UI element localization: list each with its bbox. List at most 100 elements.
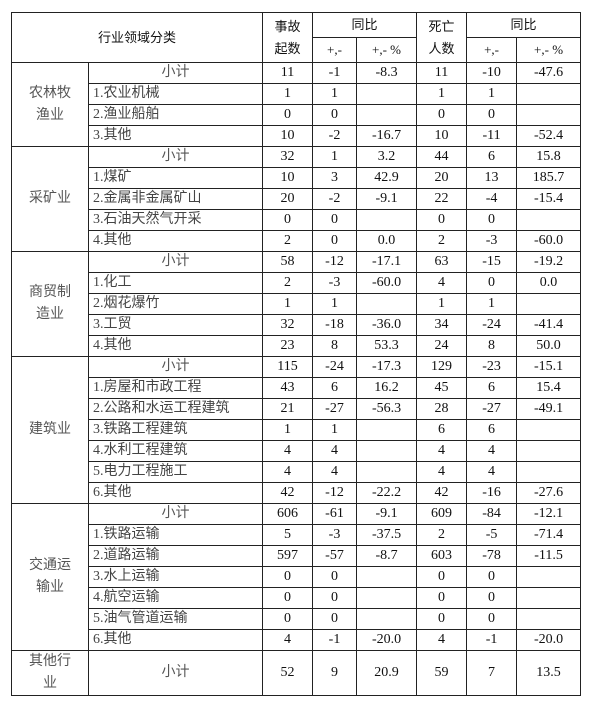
item-name-cell: 2.公路和水运工程建筑 xyxy=(87,398,264,420)
value-cell: -61 xyxy=(312,503,358,525)
value-cell: -11.5 xyxy=(516,545,582,567)
value-cell: -15 xyxy=(466,251,518,273)
value-cell: -24 xyxy=(312,356,358,378)
table-row: 6.其他 4 -1 -20.0 4 -1 -20.0 xyxy=(12,629,582,651)
value-cell: 22 xyxy=(416,188,468,210)
value-cell: -12 xyxy=(312,251,358,273)
value-cell: -8.7 xyxy=(356,545,418,567)
value-cell xyxy=(516,566,582,588)
item-name-cell: 1.房屋和市政工程 xyxy=(87,377,264,399)
value-cell: 0 xyxy=(312,566,358,588)
value-cell: 6 xyxy=(466,419,518,441)
value-cell: -57 xyxy=(312,545,358,567)
value-cell: -15.1 xyxy=(516,356,582,378)
value-cell: -78 xyxy=(466,545,518,567)
value-cell: 10 xyxy=(262,167,314,189)
value-cell: -1 xyxy=(466,629,518,651)
item-name-cell: 4.其他 xyxy=(87,335,264,357)
value-cell: 0 xyxy=(262,608,314,630)
table-row: 其他行业 小计 52 9 20.9 59 7 13.5 xyxy=(11,650,582,696)
value-cell xyxy=(356,293,418,315)
value-cell: 0 xyxy=(262,209,314,231)
table-row: 3.水上运输 0 0 0 0 xyxy=(12,566,582,588)
value-cell: -15.4 xyxy=(516,188,582,210)
value-cell: -27.6 xyxy=(516,482,582,504)
table-row: 2.公路和水运工程建筑 21 -27 -56.3 28 -27 -49.1 xyxy=(12,398,582,420)
item-name-cell: 小计 xyxy=(87,62,264,84)
value-cell: 4 xyxy=(312,440,358,462)
value-cell: 15.4 xyxy=(516,377,582,399)
value-cell: 2 xyxy=(416,524,468,546)
item-name-cell: 4.其他 xyxy=(87,230,264,252)
item-name-cell: 小计 xyxy=(87,503,264,525)
value-cell: -37.5 xyxy=(356,524,418,546)
value-cell: -12 xyxy=(312,482,358,504)
value-cell: 0 xyxy=(312,587,358,609)
category-cell: 商贸制造业 xyxy=(11,251,89,357)
value-cell: -36.0 xyxy=(356,314,418,336)
header-pct: +,- % xyxy=(356,37,418,63)
value-cell: 1 xyxy=(416,293,468,315)
value-cell: 28 xyxy=(416,398,468,420)
item-name-cell: 2.渔业船舶 xyxy=(87,104,264,126)
value-cell: 34 xyxy=(416,314,468,336)
value-cell: -3 xyxy=(466,230,518,252)
table-row: 2.金属非金属矿山 20 -2 -9.1 22 -4 -15.4 xyxy=(12,188,582,210)
value-cell: 6 xyxy=(466,377,518,399)
value-cell: -17.3 xyxy=(356,356,418,378)
table-row: 农林牧渔业 小计 11 -1 -8.3 11 -10 -47.6 xyxy=(11,62,582,147)
value-cell xyxy=(356,104,418,126)
value-cell: -22.2 xyxy=(356,482,418,504)
table-row: 2.烟花爆竹 1 1 1 1 xyxy=(12,293,582,315)
category-cell: 交通运输业 xyxy=(11,503,89,651)
header-diff: +,- xyxy=(312,37,358,63)
value-cell: 0 xyxy=(466,272,518,294)
value-cell: 4 xyxy=(416,629,468,651)
item-name-cell: 6.其他 xyxy=(87,629,264,651)
table-row: 1.农业机械 1 1 1 1 xyxy=(12,83,582,105)
category-cell: 其他行业 xyxy=(11,650,89,696)
value-cell: 63 xyxy=(416,251,468,273)
table-row: 4.其他 23 8 53.3 24 8 50.0 xyxy=(12,335,582,357)
value-cell: 3 xyxy=(312,167,358,189)
value-cell: 0 xyxy=(466,209,518,231)
value-cell: -1 xyxy=(312,629,358,651)
value-cell: -20.0 xyxy=(516,629,582,651)
value-cell xyxy=(356,209,418,231)
table-row: 采矿业 小计 32 1 3.2 44 6 15.8 xyxy=(11,146,582,252)
value-cell: 6 xyxy=(466,146,518,168)
value-cell: 4 xyxy=(466,461,518,483)
value-cell xyxy=(516,587,582,609)
value-cell: 0 xyxy=(312,104,358,126)
value-cell: 185.7 xyxy=(516,167,582,189)
value-cell xyxy=(356,440,418,462)
value-cell: 603 xyxy=(416,545,468,567)
table-row: 交通运输业 小计 606 -61 -9.1 609 -84 -12.1 xyxy=(11,503,582,651)
table-row: 2.道路运输 597 -57 -8.7 603 -78 -11.5 xyxy=(12,545,582,567)
value-cell: -71.4 xyxy=(516,524,582,546)
value-cell: 0.0 xyxy=(516,272,582,294)
value-cell xyxy=(516,83,582,105)
item-name-cell: 1.铁路运输 xyxy=(87,524,264,546)
value-cell: 6 xyxy=(312,377,358,399)
value-cell: 0 xyxy=(416,608,468,630)
value-cell: 20.9 xyxy=(356,650,418,696)
item-name-cell: 1.农业机械 xyxy=(87,83,264,105)
value-cell: 7 xyxy=(466,650,518,696)
value-cell: 4 xyxy=(262,440,314,462)
value-cell: 4 xyxy=(262,629,314,651)
value-cell: 6 xyxy=(416,419,468,441)
table-row: 1.房屋和市政工程 43 6 16.2 45 6 15.4 xyxy=(12,377,582,399)
value-cell xyxy=(356,608,418,630)
header-category: 行业领域分类 xyxy=(10,12,264,63)
value-cell: 52 xyxy=(262,650,314,696)
value-cell: 13.5 xyxy=(516,650,582,696)
value-cell: 8 xyxy=(466,335,518,357)
value-cell xyxy=(516,104,582,126)
table-row: 2.渔业船舶 0 0 0 0 xyxy=(12,104,582,126)
value-cell: 1 xyxy=(312,146,358,168)
value-cell: -20.0 xyxy=(356,629,418,651)
value-cell: 3.2 xyxy=(356,146,418,168)
value-cell: 0 xyxy=(466,566,518,588)
value-cell: -2 xyxy=(312,188,358,210)
